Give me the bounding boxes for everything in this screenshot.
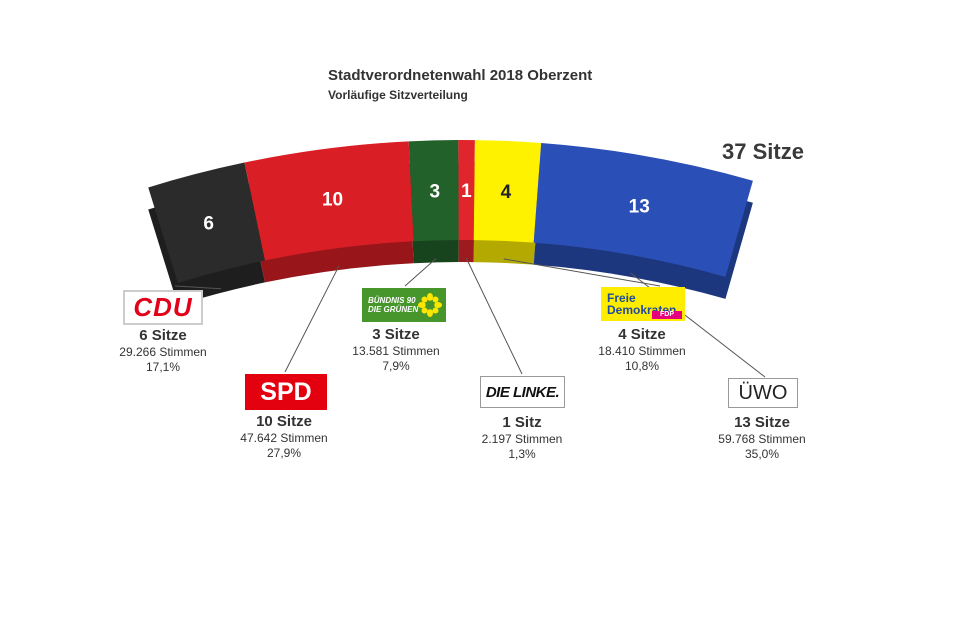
linke-logo-text: DIE LINKE.: [485, 383, 560, 401]
arc-segment-b-ndnis-die-gr-nen: [408, 140, 459, 242]
fdp-percent: 10,8%: [624, 359, 660, 373]
spd-logo-text: SPD: [260, 377, 312, 406]
gruene-logo: BÜNDNIS 90 DIE GRÜNEN: [362, 288, 446, 322]
uewo-votes: 59.768 Stimmen: [718, 432, 806, 446]
cdu-votes: 29.266 Stimmen: [119, 345, 207, 359]
linke-logo: DIE LINKE.: [480, 376, 565, 408]
party-info-cdu: 6 Sitze 29.266 Stimmen 17,1%: [73, 327, 253, 375]
seat-count-die-linke-: 1: [461, 181, 472, 202]
chart-title: Stadtverordnetenwahl 2018 Oberzent: [328, 67, 593, 84]
fdp-votes: 18.410 Stimmen: [598, 344, 686, 358]
party-info-spd: 10 Sitze 47.642 Stimmen 27,9%: [194, 413, 374, 461]
party-info-uewo: 13 Sitze 59.768 Stimmen 35,0%: [672, 414, 852, 462]
uewo-seats: 13 Sitze: [734, 414, 790, 431]
party-info-fdp: 4 Sitze 18.410 Stimmen 10,8%: [552, 326, 732, 374]
linke-percent: 1,3%: [508, 447, 536, 461]
spd-seats: 10 Sitze: [256, 413, 312, 430]
arc-segment-cdu: [148, 162, 265, 284]
chart-subtitle: Vorläufige Sitzverteilung: [328, 88, 468, 102]
gruene-votes: 13.581 Stimmen: [352, 344, 440, 358]
uewo-logo: ÜWO: [728, 378, 798, 408]
seat-count-spd: 10: [322, 189, 343, 210]
gruene-percent: 7,9%: [382, 359, 410, 373]
seat-count-fdp: 4: [501, 182, 512, 203]
cdu-logo: CDU: [123, 290, 203, 325]
seat-count-cdu: 6: [203, 213, 214, 234]
fdp-seats: 4 Sitze: [618, 326, 666, 343]
fdp-logo: Freie Demokraten FDP: [601, 287, 685, 321]
spd-votes: 47.642 Stimmen: [240, 431, 328, 445]
fdp-logo-line1: Freie: [607, 291, 636, 305]
cdu-logo-text: CDU: [133, 292, 193, 322]
total-seats-label: 37 Sitze: [722, 139, 804, 164]
spd-percent: 27,9%: [266, 446, 302, 460]
leader-line-spd: [284, 265, 340, 373]
arc-segment-die-linke-: [458, 139, 475, 241]
seat-count--wo: 13: [629, 197, 650, 218]
sunflower-icon: [418, 293, 442, 317]
gruene-seats: 3 Sitze: [372, 326, 420, 343]
leader-line-die-linke-: [465, 257, 523, 375]
cdu-percent: 17,1%: [145, 360, 181, 374]
leader-line-cdu: [174, 285, 222, 290]
arc-segment-fdp: [473, 140, 542, 243]
cdu-seats: 6 Sitze: [139, 327, 187, 344]
gruene-logo-line1: BÜNDNIS 90: [368, 296, 416, 305]
leader-line-fdp: [503, 258, 661, 287]
linke-seats: 1 Sitz: [502, 414, 542, 431]
party-info-linke: 1 Sitz 2.197 Stimmen 1,3%: [432, 414, 612, 462]
spd-logo: SPD: [245, 374, 327, 410]
fdp-logo-line3: FDP: [652, 311, 682, 319]
seat-count-b-ndnis-die-gr-nen: 3: [430, 181, 441, 202]
gruene-logo-line2: DIE GRÜNEN: [368, 305, 419, 314]
uewo-percent: 35,0%: [744, 447, 780, 461]
arc-segment--wo: [533, 142, 753, 277]
arc-segment-spd: [244, 141, 414, 261]
linke-votes: 2.197 Stimmen: [481, 432, 563, 446]
uewo-logo-text: ÜWO: [738, 381, 788, 404]
party-info-gruene: 3 Sitze 13.581 Stimmen 7,9%: [306, 326, 486, 374]
leader-line-b-ndnis-die-gr-nen: [404, 257, 437, 287]
